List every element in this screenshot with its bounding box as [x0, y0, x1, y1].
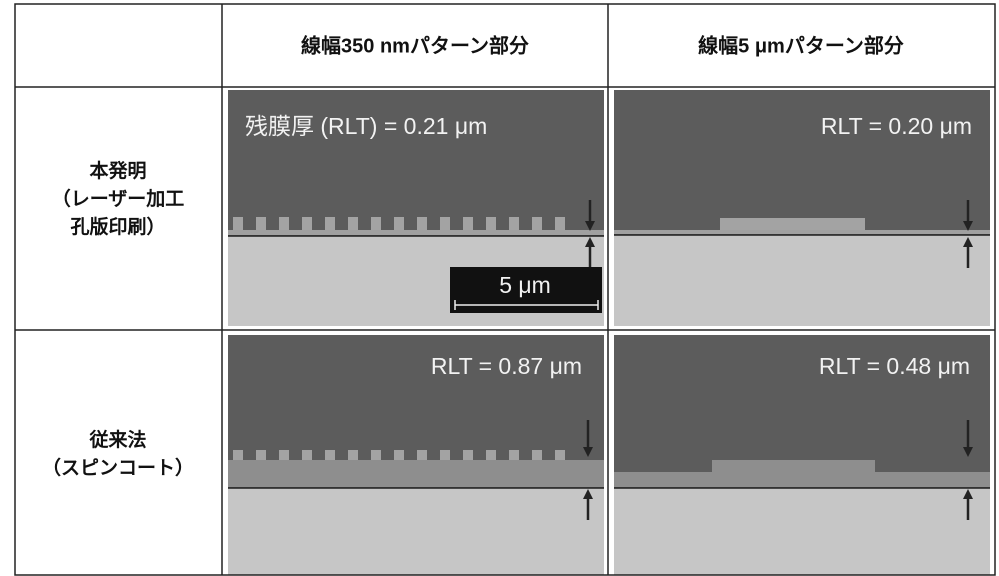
- image-caption: RLT = 0.20 μm: [821, 113, 972, 139]
- row-label: （レーザー加工: [52, 187, 185, 210]
- row-label: 孔版印刷）: [70, 215, 165, 238]
- image-caption: RLT = 0.48 μm: [819, 353, 970, 379]
- scale-bar-label: 5 μm: [499, 272, 551, 298]
- column-header: 線幅5 μmパターン部分: [698, 33, 904, 57]
- row-label: （スピンコート）: [42, 456, 194, 479]
- page: 線幅350 nmパターン部分 線幅5 μmパターン部分 本発明 （レーザー加工 …: [0, 0, 999, 576]
- row-label: 本発明: [89, 159, 146, 182]
- row-label: 従来法: [88, 428, 146, 451]
- image-caption: RLT = 0.87 μm: [431, 353, 582, 379]
- column-header: 線幅350 nmパターン部分: [301, 33, 529, 57]
- image-caption: 残膜厚 (RLT) = 0.21 μm: [245, 113, 487, 139]
